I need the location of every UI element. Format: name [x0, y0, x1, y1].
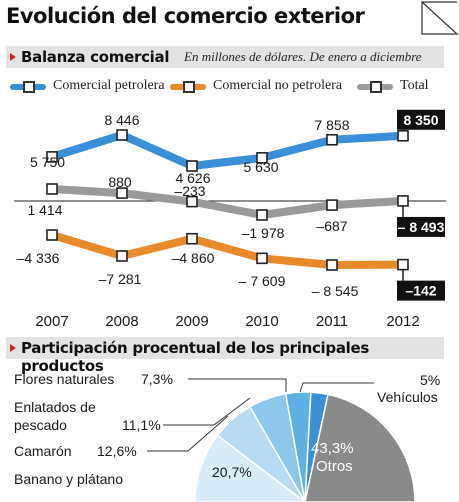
- pie-pct-enlatados: 11,1%: [122, 417, 161, 433]
- callout-box-petrolera: [397, 109, 445, 130]
- x-tick-2010: 2010: [245, 313, 278, 330]
- data-label-no-petrolera-2009: –4 860: [172, 250, 215, 266]
- data-label-total-2011: –687: [316, 218, 347, 234]
- leader-line-flores: [188, 378, 287, 392]
- legend-total-marker: [370, 81, 382, 93]
- leader-line-enlatados: [163, 397, 251, 426]
- callout-box-no-petrolera: [397, 280, 445, 301]
- callout-box-total: [397, 216, 445, 237]
- data-label-total-2007: 1 414: [27, 202, 62, 218]
- data-label-petrolera-2008: 8 446: [104, 112, 139, 128]
- data-label-no-petrolera-2011: – 8 545: [312, 283, 359, 299]
- balanza-units-note: En millones de dólares. De enero a dicie…: [184, 49, 422, 64]
- pie-pct-vehiculos: 5%: [420, 372, 441, 388]
- legend-petrolera-marker: [23, 81, 35, 93]
- data-label-total-2009: –233: [174, 183, 205, 199]
- balanza-section-header: Balanza comercial En millones de dólares…: [6, 46, 444, 68]
- data-point-petrolera-2011: [326, 133, 338, 146]
- data-label-petrolera-2009: 4 626: [175, 170, 210, 186]
- data-point-no-petrolera-2010: [256, 252, 268, 265]
- page-curl-icon: [421, 0, 459, 35]
- pie-pct-otros: 43,3%: [311, 440, 354, 457]
- legend-no-petrolera-label: Comercial no petrolera: [213, 78, 343, 93]
- participacion-section-title: Participación procentual de los principa…: [21, 339, 369, 375]
- legend-petrolera-label: Comercial petrolera: [53, 78, 165, 93]
- pie-label-flores: Flores naturales: [14, 371, 115, 387]
- data-label-no-petrolera-2007: –4 336: [17, 250, 60, 266]
- pie-label-enlatados-line1: Enlatados de: [14, 399, 96, 415]
- leader-line-camaron: [147, 415, 229, 452]
- data-point-no-petrolera-2007: [46, 229, 58, 241]
- series-line-petrolera: [48, 131, 407, 170]
- leader-line-vehiculos: [299, 382, 374, 393]
- x-tick-2007: 2007: [35, 313, 68, 330]
- page-title: Evolución del comercio exterior: [6, 4, 365, 28]
- callout-value-no-petrolera: –142: [405, 283, 436, 299]
- data-label-total-2008: 880: [108, 174, 132, 190]
- callout-value-petrolera: 8 350: [403, 112, 438, 128]
- x-tick-2008: 2008: [105, 313, 138, 330]
- callout-value-total: – 8 493: [398, 219, 445, 235]
- pie-slice-otros: [304, 393, 416, 502]
- data-point-total-2007: [46, 183, 58, 195]
- pie-label-camaron: Camarón: [14, 443, 72, 459]
- x-tick-2012: 2012: [386, 313, 419, 330]
- data-label-petrolera-2011: 7 858: [314, 117, 349, 133]
- series-line-no-petrolera: [48, 231, 407, 269]
- participacion-section-header: Participación procentual de los principa…: [6, 337, 444, 375]
- x-tick-2011: 2011: [316, 313, 348, 330]
- data-label-total-2010: –1 978: [242, 225, 285, 241]
- series-line-total: [48, 185, 407, 219]
- data-point-no-petrolera-2011: [326, 259, 338, 271]
- data-point-no-petrolera-2008: [116, 250, 128, 262]
- legend-no-petrolera-marker: [183, 81, 195, 93]
- x-tick-2009: 2009: [175, 313, 208, 330]
- pie-label-enlatados-line2: pescado: [14, 417, 67, 433]
- pie-pct-banano: 20,7%: [212, 464, 252, 480]
- data-label-no-petrolera-2008: –7 281: [99, 271, 142, 287]
- data-point-petrolera-2007: [46, 151, 58, 163]
- data-label-no-petrolera-2010: – 7 609: [239, 273, 286, 289]
- section-bullet-icon: [10, 53, 16, 61]
- pie-label-vehiculos: Vehículos: [377, 389, 438, 405]
- data-label-petrolera-2007: 5 750: [30, 154, 65, 170]
- data-point-total-2008: [116, 187, 128, 199]
- data-point-total-2011: [326, 199, 338, 211]
- data-point-total-2009: [186, 195, 198, 208]
- data-point-petrolera-2008: [116, 129, 128, 141]
- pie-slice-banano: [194, 434, 307, 502]
- pie-label-banano: Banano y plátano: [14, 471, 123, 487]
- pie-pct-camaron: 12,6%: [97, 443, 137, 459]
- data-point-total-2010: [256, 209, 268, 221]
- balanza-section-title: Balanza comercial: [21, 48, 170, 66]
- pie-pct-flores: 7,3%: [141, 371, 173, 387]
- legend-total-label: Total: [400, 78, 429, 93]
- data-point-petrolera-2009: [186, 160, 198, 172]
- data-point-no-petrolera-2009: [186, 232, 198, 245]
- data-label-petrolera-2010: 5 630: [243, 159, 278, 175]
- data-point-petrolera-2010: [256, 152, 268, 164]
- section-bullet-icon: [10, 344, 16, 352]
- pie-label-otros: Otros: [316, 458, 353, 475]
